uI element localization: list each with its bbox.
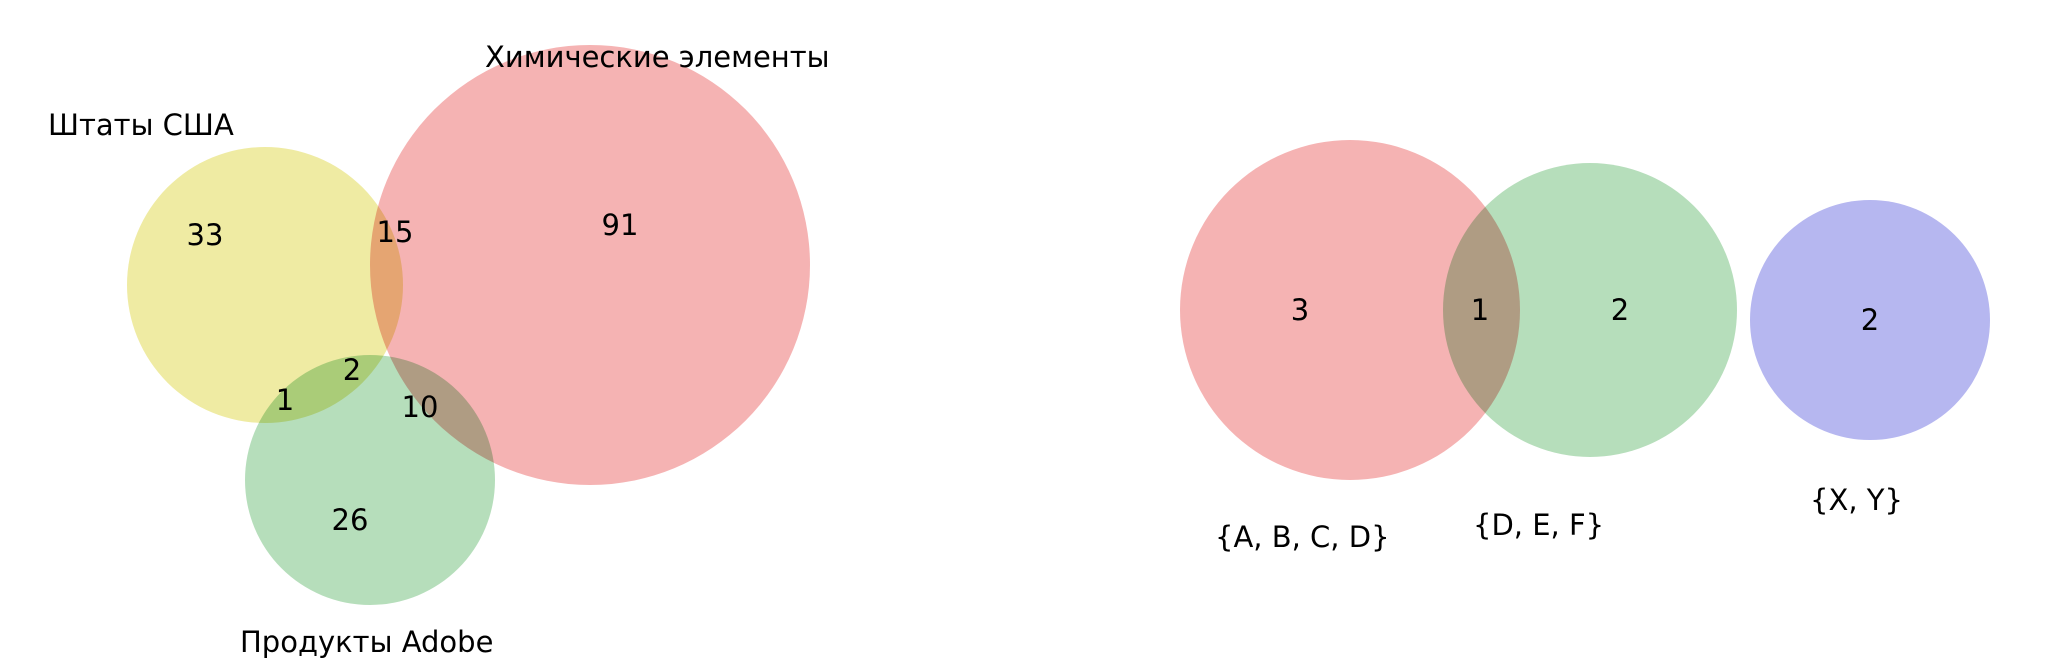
region-c-only: 2 bbox=[1861, 303, 1879, 337]
region-a-b: 1 bbox=[1471, 293, 1489, 327]
region-states-adobe: 1 bbox=[276, 383, 294, 417]
region-adobe-only: 26 bbox=[332, 503, 369, 537]
label-set-b: {D, E, F} bbox=[1473, 508, 1604, 542]
region-elements-adobe: 10 bbox=[402, 390, 439, 424]
label-elements: Химические элементы bbox=[485, 40, 830, 74]
region-b-only: 2 bbox=[1611, 293, 1629, 327]
region-all-three: 2 bbox=[343, 353, 361, 387]
label-states: Штаты США bbox=[48, 108, 234, 142]
label-adobe: Продукты Adobe bbox=[240, 625, 493, 659]
label-set-a: {A, B, C, D} bbox=[1215, 520, 1390, 554]
label-set-c: {X, Y} bbox=[1810, 483, 1903, 517]
region-elements-only: 91 bbox=[602, 208, 639, 242]
venn-diagrams: Штаты США Химические элементы Продукты A… bbox=[0, 0, 2050, 668]
region-a-only: 3 bbox=[1291, 293, 1309, 327]
region-states-only: 33 bbox=[187, 218, 224, 252]
region-states-elements: 15 bbox=[377, 215, 414, 249]
